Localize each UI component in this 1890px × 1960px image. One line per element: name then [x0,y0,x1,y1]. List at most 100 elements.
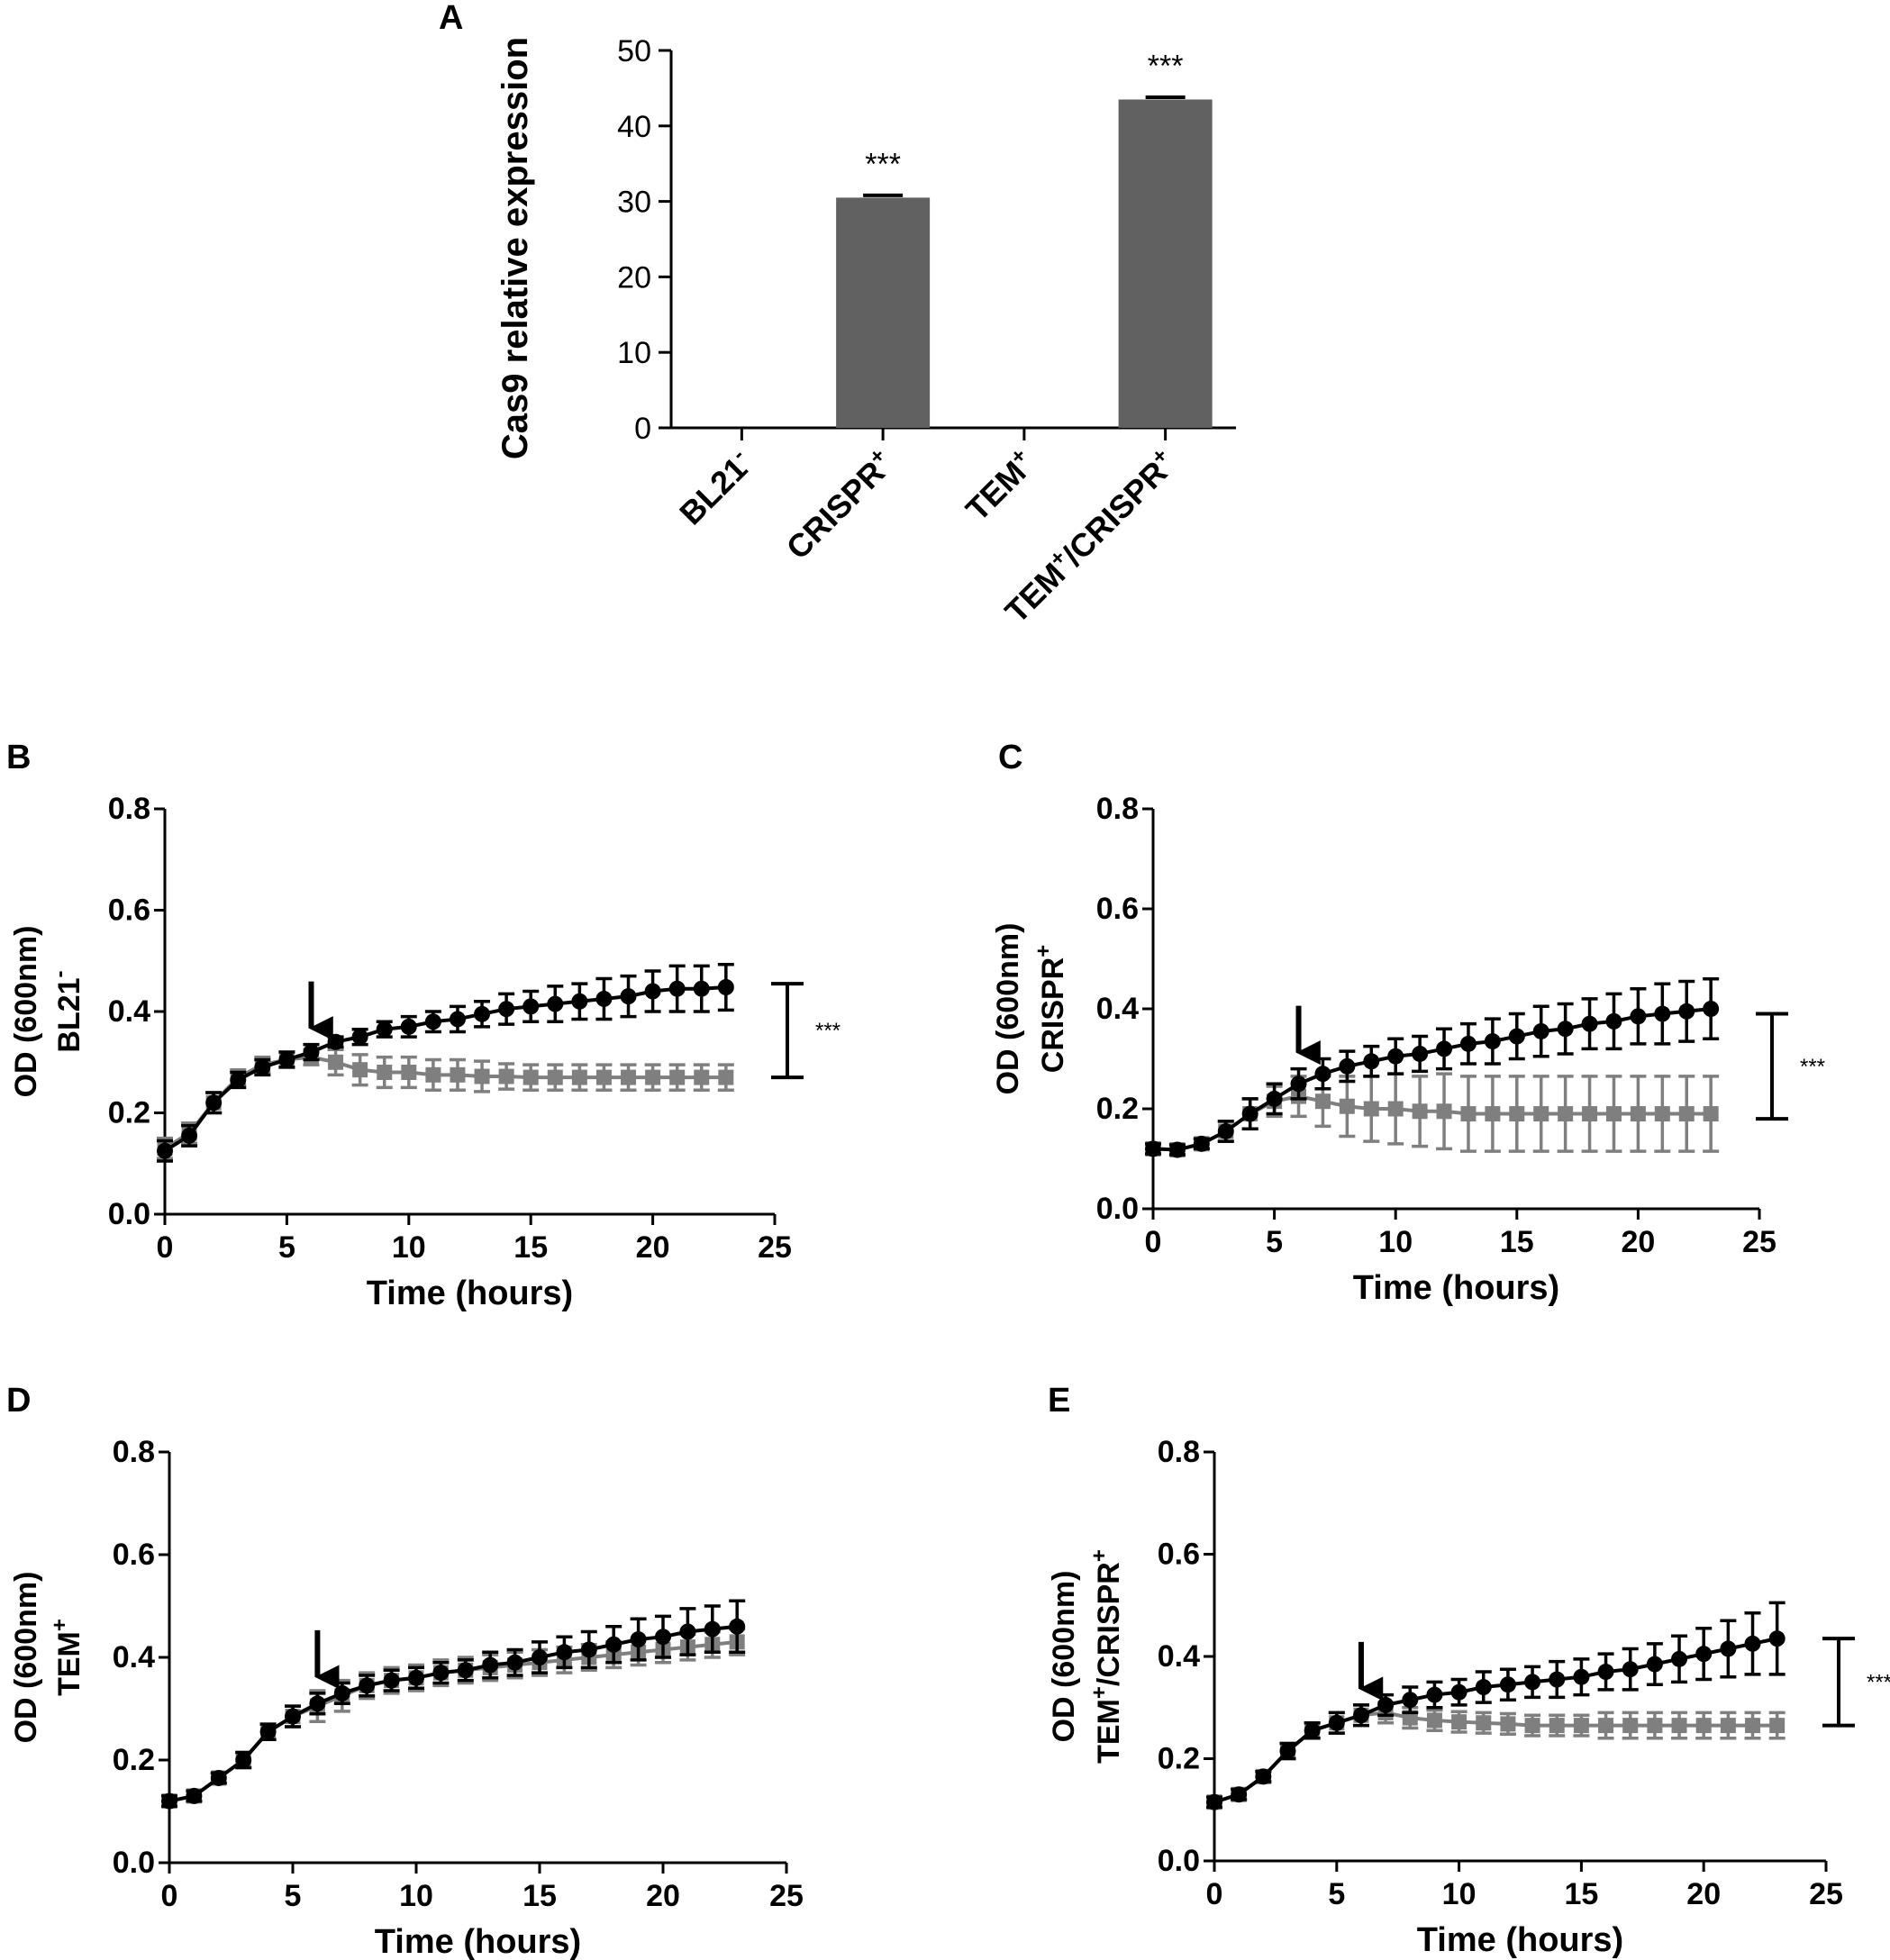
data-point [1605,1106,1622,1122]
data-point [181,1127,198,1144]
data-point [1768,1630,1786,1647]
x-axis-title: Time (hours) [367,1275,573,1312]
series-line-treated [168,1639,738,1803]
data-point [1436,1103,1452,1120]
data-point [717,979,734,995]
data-point [1720,1640,1737,1657]
y-tick-label: 0.4 [113,1640,155,1674]
data-point [1558,1106,1574,1122]
data-point [1145,1140,1161,1157]
data-point [1630,1008,1647,1025]
x-tick-label: 15 [522,1879,557,1913]
y-tick-label: 20 [617,260,651,295]
y-axis-subtitle: TEM+ [48,1619,86,1696]
data-point [1654,1005,1671,1022]
data-point [474,1005,491,1022]
y-tick-label: 0.2 [1158,1742,1200,1776]
y-axis-title: OD (600nm) [991,923,1025,1095]
y-axis-title: OD (600nm) [9,1572,43,1744]
panel-letter: C [998,739,1022,776]
x-axis-title: Time (hours) [1417,1921,1623,1959]
data-point [655,1629,671,1646]
x-tick-label: 20 [646,1879,680,1913]
y-axis-subtitle: TEM+/CRISPR+ [1087,1549,1126,1764]
data-point [1255,1768,1272,1785]
data-point [376,1021,393,1038]
data-point [333,1684,350,1701]
data-point [425,1066,441,1083]
data-point [1605,1012,1622,1030]
data-point [401,1065,417,1080]
data-point [474,1068,490,1084]
data-point [679,1623,696,1640]
x-tick-label: 20 [636,1230,670,1265]
data-point [1231,1786,1248,1803]
y-tick-label: 0.8 [113,1435,155,1469]
y-tick-label: 0.8 [108,792,150,826]
data-point [621,1069,637,1085]
x-tick-label: 0 [157,1230,174,1265]
data-point [1476,1715,1492,1731]
data-point [729,1618,746,1635]
data-point [1524,1674,1541,1691]
data-point [644,983,661,1000]
significance-label: *** [1867,1670,1890,1694]
y-tick-label: 0 [634,412,651,446]
x-tick-label: 5 [1266,1225,1283,1259]
x-tick-label: 25 [769,1879,804,1913]
y-tick-label: 0.4 [1158,1639,1200,1674]
x-axis-title: Time (hours) [1353,1269,1559,1307]
x-tick-label: 20 [1621,1225,1655,1259]
data-point [1206,1793,1222,1810]
y-tick-label: 0.0 [1158,1844,1200,1878]
series-line-treated [1213,1710,1777,1804]
data-point [1695,1718,1712,1734]
data-point [1646,1656,1663,1673]
data-point [506,1654,523,1671]
data-point [1508,1028,1525,1045]
data-point [352,1062,368,1078]
data-point [718,1069,734,1085]
y-tick-label: 0.4 [108,994,150,1029]
data-point [532,1649,548,1665]
data-point [1412,1103,1428,1120]
data-point [1549,1718,1565,1734]
data-point [359,1677,376,1694]
data-point [1524,1718,1540,1734]
x-tick-label: 25 [1809,1877,1843,1911]
y-axis-subtitle: CRISPR+ [1031,945,1070,1073]
bar [1118,99,1213,428]
data-point [580,1641,597,1658]
data-point [1745,1718,1761,1734]
panel-c-growth-curve: C 0.0 0.2 0.4 0.6 0.8 0 5 10 15 20 25 Time (hours) OD… [991,739,1825,1307]
data-point [1598,1718,1614,1734]
significance-label: *** [1800,1055,1825,1079]
y-tick-label: 0.2 [1096,1092,1139,1126]
data-point [254,1058,271,1075]
data-point [645,1069,661,1085]
data-point [1622,1661,1639,1678]
data-point [1339,1057,1356,1075]
data-point [704,1620,721,1638]
panel-letter: B [6,739,31,776]
data-point [400,1018,417,1035]
data-point [161,1792,177,1810]
data-point [571,1069,587,1085]
data-point [1695,1646,1713,1663]
data-point [186,1787,203,1804]
data-point [205,1094,223,1112]
x-tick-label: 25 [1742,1225,1776,1259]
data-point [1671,1718,1687,1734]
data-point [1426,1712,1442,1729]
y-tick-label: 0.0 [113,1846,155,1880]
data-point [1509,1106,1525,1122]
data-point [1387,1101,1404,1117]
significance-label: *** [865,147,901,181]
data-point [1426,1686,1443,1703]
data-point [694,1069,710,1085]
data-point [668,980,686,997]
data-point [620,988,637,1005]
data-point [1217,1122,1234,1139]
significance-label: *** [1148,49,1184,83]
